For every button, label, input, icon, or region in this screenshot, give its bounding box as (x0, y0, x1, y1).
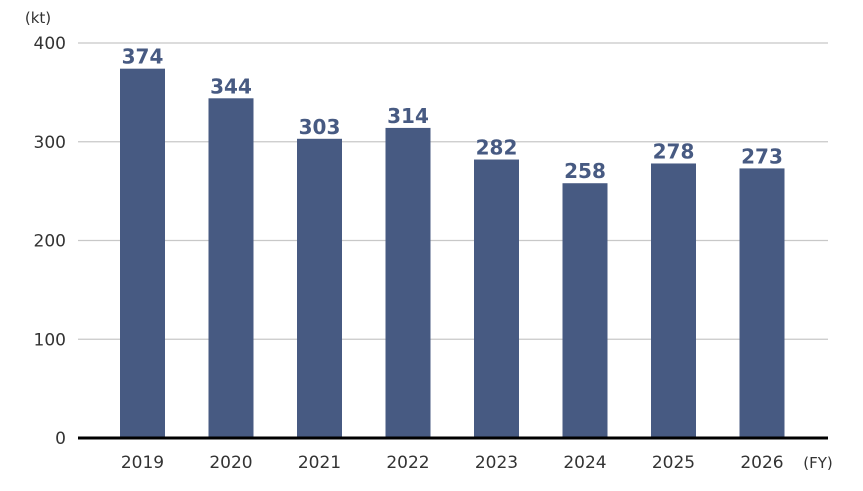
bar (739, 168, 785, 438)
x-tick-label: 2025 (652, 453, 695, 473)
data-label: 258 (564, 159, 606, 183)
bar (120, 68, 165, 439)
data-label: 273 (741, 144, 783, 168)
x-tick-label: 2021 (298, 453, 341, 473)
data-label: 374 (122, 45, 164, 69)
x-tick-labels: 2019 2020 2021 2022 2023 2024 2025 2026 (121, 453, 784, 473)
x-tick-label: 2024 (563, 453, 606, 473)
x-tick-label: 2023 (475, 453, 518, 473)
y-tick-label: 0 (55, 429, 66, 449)
x-axis-unit: (FY) (803, 454, 833, 472)
bar (385, 127, 431, 439)
data-label: 344 (210, 74, 252, 98)
data-label: 303 (299, 115, 341, 139)
y-axis-unit: (kt) (25, 9, 51, 27)
x-tick-label: 2019 (121, 453, 164, 473)
y-tick-label: 300 (34, 133, 66, 153)
data-label: 282 (476, 136, 518, 160)
x-tick-label: 2026 (740, 453, 783, 473)
bar (474, 159, 519, 438)
bars (120, 68, 785, 439)
bar (651, 163, 696, 438)
data-labels: 374 344 303 314 282 258 278 273 (122, 45, 783, 184)
bar (562, 183, 608, 438)
data-label: 278 (653, 139, 695, 163)
bar (208, 98, 254, 439)
y-tick-label: 100 (34, 330, 66, 350)
y-tick-label: 200 (34, 232, 66, 252)
gridlines (78, 42, 828, 340)
data-label: 314 (387, 104, 429, 128)
x-tick-label: 2020 (209, 453, 252, 473)
bar (297, 138, 342, 438)
x-tick-label: 2022 (386, 453, 429, 473)
y-tick-label: 400 (34, 34, 66, 54)
y-tick-labels: 0 100 200 300 400 (34, 34, 66, 449)
